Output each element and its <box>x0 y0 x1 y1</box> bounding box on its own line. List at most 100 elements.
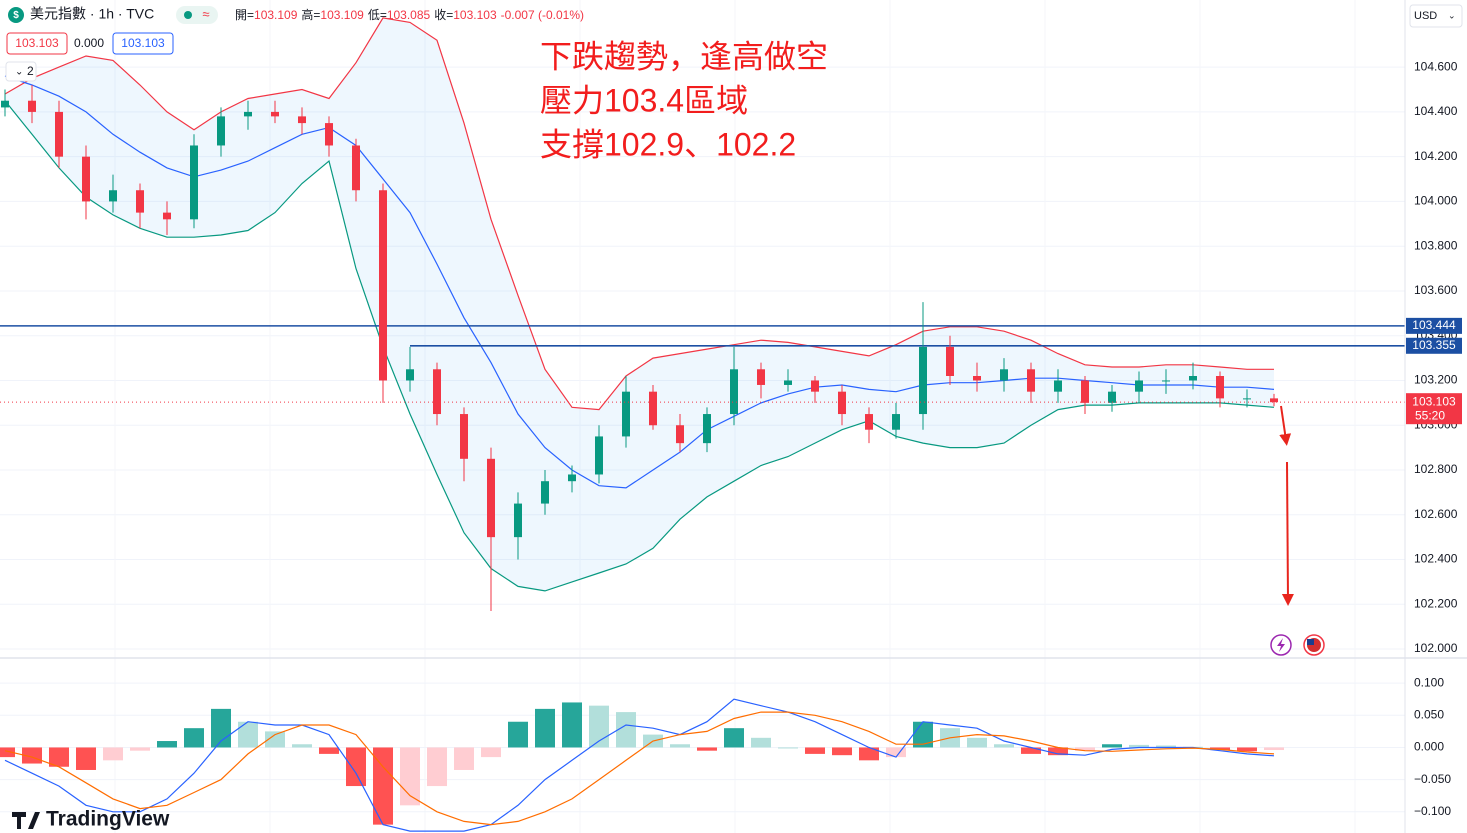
candle-body <box>28 100 36 112</box>
candle-body <box>622 391 630 437</box>
annotation: 壓力103.4區域 <box>540 82 748 118</box>
candle-body <box>703 414 711 444</box>
candle-body <box>1216 376 1224 399</box>
candle-body <box>487 458 495 538</box>
last-price-bg <box>1406 393 1462 425</box>
candle-body <box>1243 398 1251 400</box>
legend-value: 103.103 <box>15 36 59 50</box>
candle-body <box>730 369 738 415</box>
histogram-bar <box>130 747 150 751</box>
annotation: 下跌趨勢，逢高做空 <box>540 38 828 74</box>
legend-value: 103.103 <box>121 36 165 50</box>
histogram-bar <box>1075 747 1095 751</box>
candle-body <box>514 503 522 538</box>
y-tick-label: 103.800 <box>1414 238 1458 252</box>
histogram-bar <box>994 744 1014 748</box>
histogram-bar <box>346 747 366 787</box>
histogram-bar <box>427 747 447 787</box>
candle-body <box>811 380 819 392</box>
histogram-bar <box>265 731 285 748</box>
legend-box <box>6 32 68 55</box>
histogram-bar <box>1102 744 1122 748</box>
candle-body <box>676 425 684 444</box>
y-tick-label: −0.050 <box>1414 772 1451 786</box>
histogram-bar <box>832 747 852 756</box>
candle-body <box>190 145 198 220</box>
symbol-icon <box>8 7 24 23</box>
candle-body <box>433 369 441 415</box>
readout-label: 低= <box>368 8 387 22</box>
candle-body <box>892 414 900 430</box>
hline-label-bg <box>1406 337 1462 354</box>
candle-body <box>352 145 360 191</box>
y-tick-label: 0.050 <box>1414 707 1444 721</box>
y-tick-label: 102.000 <box>1414 641 1458 655</box>
brand-logo <box>12 812 40 829</box>
currency-button[interactable] <box>1409 4 1463 28</box>
y-tick-label: 102.800 <box>1414 462 1458 476</box>
histogram-bar <box>184 728 204 748</box>
candle-body <box>946 346 954 376</box>
candle-body <box>217 116 225 146</box>
candle-body <box>1135 380 1143 392</box>
band-fill <box>5 17 1274 591</box>
status-badge[interactable] <box>176 6 218 24</box>
arrow <box>1279 405 1292 446</box>
arrow <box>1281 461 1294 606</box>
histogram-bar <box>589 705 609 748</box>
countdown: 55:20 <box>1415 408 1445 422</box>
readout-value: 103.103 <box>453 8 497 22</box>
candle-body <box>1189 376 1197 381</box>
plot-area <box>0 0 1405 833</box>
candle-body <box>595 436 603 475</box>
candle-body <box>1 100 9 108</box>
histogram-bar <box>562 702 582 748</box>
histogram-bar <box>751 737 771 748</box>
brand-name: TradingView <box>46 808 170 831</box>
status-wave: ≈ <box>202 6 209 21</box>
status-dot <box>184 11 192 19</box>
histogram-bar <box>454 747 474 770</box>
candle-body <box>298 116 306 124</box>
candle-body <box>406 369 414 381</box>
y-tick-label: 104.400 <box>1414 104 1458 118</box>
candle-body <box>541 481 549 504</box>
histogram-bar <box>292 744 312 748</box>
histogram-bar <box>0 747 15 758</box>
readout-value: 103.085 <box>387 8 431 22</box>
hline-label: 103.444 <box>1412 318 1456 332</box>
histogram-bar <box>1264 747 1284 751</box>
last-price-label: 103.103 <box>1412 394 1456 408</box>
histogram-bar <box>1129 744 1149 748</box>
candle-body <box>838 391 846 415</box>
symbol-icon-letter: $ <box>13 10 19 21</box>
ohlc-readout: 開=103.109 高=103.109 低=103.085 收=103.103 -0.0… <box>235 7 584 22</box>
candle-body <box>163 212 171 220</box>
histogram-bar <box>1156 745 1176 748</box>
histogram-bar <box>859 747 879 761</box>
currency: USD <box>1414 10 1437 22</box>
lightning <box>1277 638 1285 652</box>
candle-body <box>1000 369 1008 381</box>
histogram-bar <box>49 747 69 767</box>
histogram-bar <box>238 721 258 748</box>
candle-body <box>973 376 981 381</box>
histogram-bar <box>103 747 123 761</box>
toggle-chevron: ⌄ <box>15 67 23 78</box>
macd-line <box>4 698 1275 832</box>
candle-body <box>136 190 144 213</box>
hline-label-bg <box>1406 317 1462 334</box>
readout-value: 103.109 <box>320 8 364 22</box>
readout-label: 高= <box>301 7 320 22</box>
histogram-bar <box>319 747 339 754</box>
legend-value: 0.000 <box>74 36 104 50</box>
readout-value: 103.109 <box>254 8 298 22</box>
candle-body <box>1081 380 1089 403</box>
histogram-bar <box>508 721 528 748</box>
indicator-count: 2 <box>27 64 34 78</box>
histogram-bar <box>1021 747 1041 754</box>
indicator-toggle[interactable] <box>5 61 37 82</box>
histogram-bar <box>1237 747 1257 752</box>
candle-body <box>649 391 657 426</box>
candle-body <box>1054 380 1062 392</box>
